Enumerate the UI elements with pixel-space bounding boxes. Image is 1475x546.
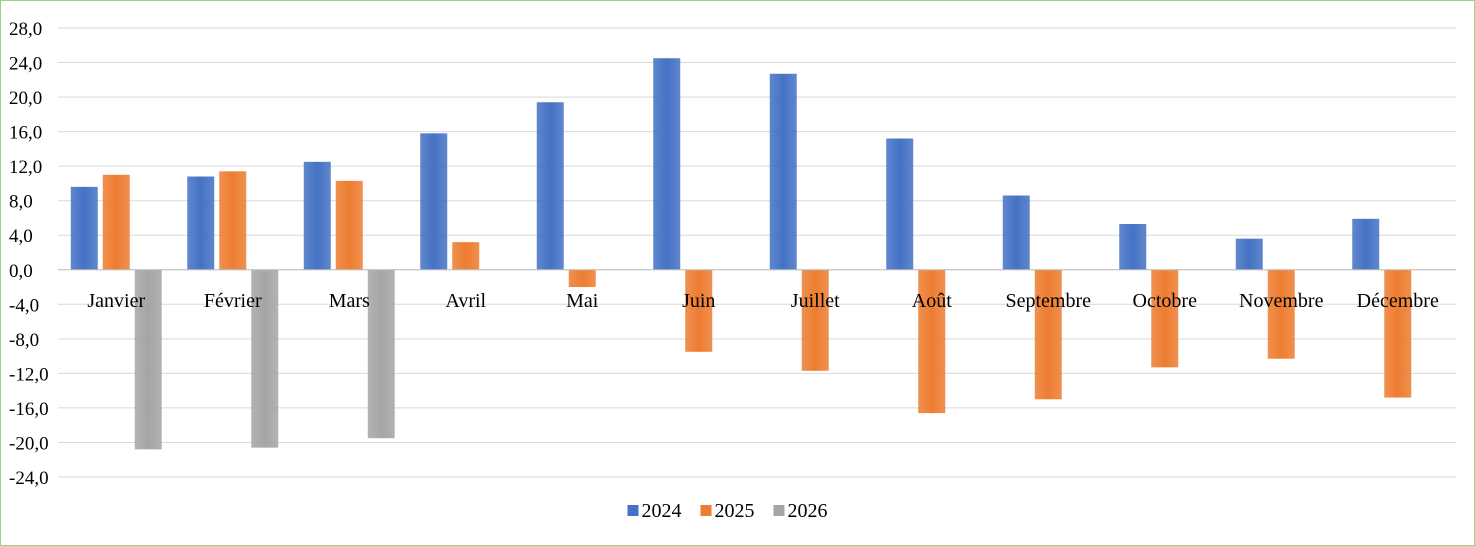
y-tick-label: 8,0 xyxy=(9,192,33,213)
bar-2025-novembre xyxy=(1267,269,1295,359)
bar-2025-juin xyxy=(685,269,713,352)
bar-2024-mars xyxy=(303,161,331,270)
bar-2026-mars xyxy=(367,269,395,439)
legend: 2024 2025 2026 xyxy=(627,500,828,522)
legend-label-2026: 2026 xyxy=(788,500,828,522)
bars xyxy=(70,58,1412,450)
bar-2025-décembre xyxy=(1384,269,1412,398)
y-tick-label: -12,0 xyxy=(9,364,49,385)
bar-2024-octobre xyxy=(1119,224,1147,270)
bar-2024-décembre xyxy=(1352,218,1380,270)
category-label: Octobre xyxy=(1133,290,1198,312)
legend-swatch-2024 xyxy=(627,505,639,516)
bar-2025-janvier xyxy=(102,174,130,270)
y-tick-label: 24,0 xyxy=(9,54,42,75)
bar-2024-avril xyxy=(420,133,448,270)
gridlines xyxy=(58,27,1456,478)
bar-2026-février xyxy=(251,269,279,448)
category-label: Mars xyxy=(329,290,370,312)
category-label: Août xyxy=(912,290,952,312)
y-tick-label: 28,0 xyxy=(9,19,42,40)
y-tick-label: -4,0 xyxy=(9,295,39,316)
category-label: Juillet xyxy=(791,290,840,312)
bar-2025-avril xyxy=(452,242,480,270)
category-label: Septembre xyxy=(1005,290,1091,312)
category-label: Juin xyxy=(682,290,715,312)
legend-swatch-2025 xyxy=(700,505,712,516)
bar-2024-mai xyxy=(536,102,564,270)
category-label: Avril xyxy=(445,290,486,312)
y-tick-label: -24,0 xyxy=(9,468,49,489)
y-tick-label: -20,0 xyxy=(9,433,49,454)
legend-swatch-2026 xyxy=(773,505,785,516)
y-tick-label: 16,0 xyxy=(9,123,42,144)
y-tick-label: 20,0 xyxy=(9,88,42,109)
bar-2024-juin xyxy=(653,58,681,270)
bar-2025-juillet xyxy=(801,269,829,371)
bar-2024-août xyxy=(886,138,914,270)
category-labels: Janvier Février Mars Avril Mai Juin Juillet Aoû… xyxy=(87,290,1439,312)
bar-2025-mars xyxy=(335,180,363,270)
y-tick-label: 0,0 xyxy=(9,261,33,282)
bar-2024-septembre xyxy=(1002,195,1030,270)
y-tick-label: 12,0 xyxy=(9,157,42,178)
legend-label-2024: 2024 xyxy=(642,500,682,522)
bar-2025-octobre xyxy=(1151,269,1179,368)
bar-2025-septembre xyxy=(1034,269,1062,400)
bar-2026-janvier xyxy=(134,269,162,450)
bar-2025-août xyxy=(918,269,946,414)
bar-2024-novembre xyxy=(1235,238,1263,270)
category-label: Janvier xyxy=(87,290,145,312)
category-label: Novembre xyxy=(1239,290,1324,312)
category-label: Mai xyxy=(566,290,599,312)
category-label: Février xyxy=(204,290,262,312)
y-tick-label: -16,0 xyxy=(9,399,49,420)
legend-label-2025: 2025 xyxy=(715,500,755,522)
y-tick-label: 4,0 xyxy=(9,226,33,247)
y-tick-label: -8,0 xyxy=(9,330,39,351)
bar-2025-mai xyxy=(568,269,596,288)
bar-2025-février xyxy=(219,171,247,270)
bar-2024-février xyxy=(187,176,215,270)
y-axis-tick-labels: 28,0 24,0 20,0 16,0 12,0 8,0 4,0 0,0 -4,0 -8,0 -12… xyxy=(9,19,49,489)
category-label: Décembre xyxy=(1357,290,1439,312)
bar-2024-janvier xyxy=(70,186,98,270)
bar-2024-juillet xyxy=(769,73,797,270)
